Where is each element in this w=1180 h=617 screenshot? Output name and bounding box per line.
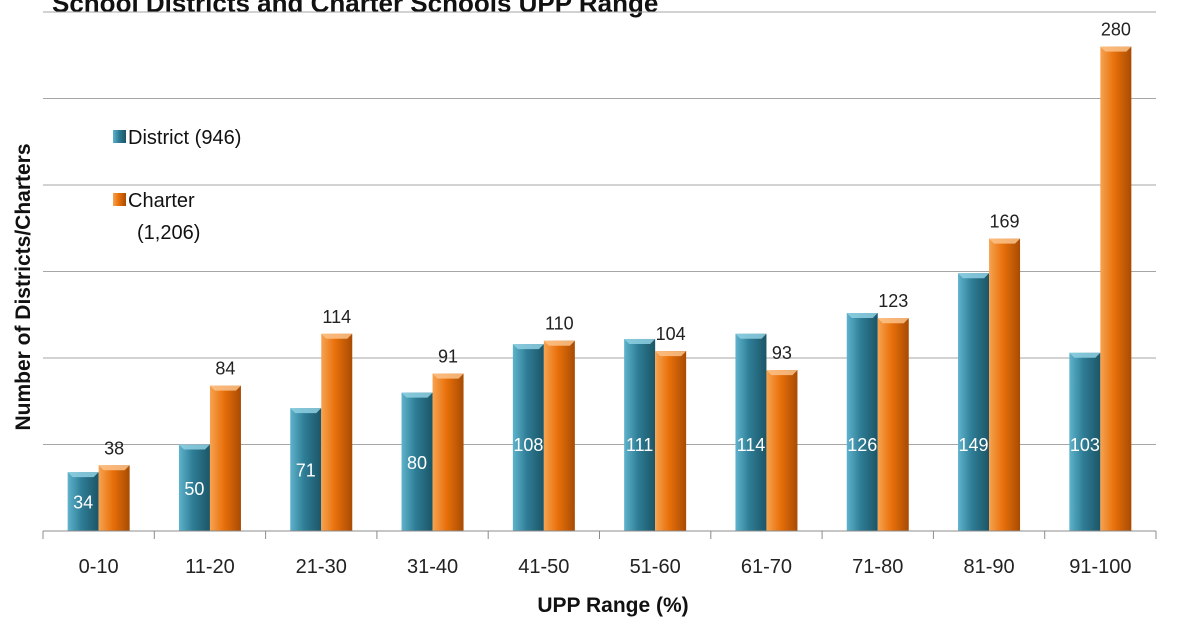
bar-district <box>512 344 544 531</box>
bar-charter <box>98 465 130 531</box>
bar-charter <box>432 373 464 531</box>
x-tick-label: 61-70 <box>741 556 792 578</box>
x-tick-label: 71-80 <box>852 556 903 578</box>
x-axis: 0-10 11-20 21-30 31-40 41-50 51-60 61-70 71-80 8… <box>42 530 1157 578</box>
bar-charter <box>877 318 909 531</box>
y-axis-title: Number of Districts/Charters <box>12 143 35 430</box>
legend-label-charter: Charter (1,206) <box>128 190 200 244</box>
bar-bevel <box>512 344 544 350</box>
x-tick-label: 41-50 <box>518 556 569 578</box>
bar-bevel <box>67 472 99 478</box>
value-label-charter: 93 <box>772 343 792 363</box>
value-label-charter: 84 <box>215 359 235 379</box>
value-label-district: 50 <box>184 479 204 499</box>
legend-swatch-district <box>113 130 126 143</box>
bar-bevel <box>735 333 767 339</box>
bar-district <box>67 472 99 531</box>
bar-charter <box>321 333 353 531</box>
legend-swatch-charter <box>113 193 126 206</box>
value-label-charter: 280 <box>1101 20 1131 40</box>
x-tick-label: 21-30 <box>296 556 347 578</box>
x-tick-label: 31-40 <box>407 556 458 578</box>
bar-district <box>1069 352 1101 531</box>
value-labels: 34 38 50 84 71 114 80 91 108 110 111 104 114 93 126 123… <box>73 20 1131 513</box>
bar-bevel <box>401 392 433 398</box>
bar-bevel <box>209 385 241 391</box>
bar-bevel <box>178 444 210 450</box>
value-label-district: 103 <box>1070 435 1100 455</box>
bar-bevel <box>958 273 990 279</box>
value-label-charter: 104 <box>656 324 686 344</box>
x-axis-title: UPP Range (%) <box>537 594 688 617</box>
bar-bevel <box>766 370 798 376</box>
bar-charter <box>766 370 798 531</box>
bar-charter <box>543 340 575 531</box>
bar-bevel <box>432 373 464 379</box>
bar-district <box>401 392 433 531</box>
chart-title: School Districts and Charter Schools UPP… <box>52 0 659 18</box>
bar-bevel <box>877 318 909 324</box>
bar-district <box>178 444 210 531</box>
bar-bevel <box>989 238 1021 244</box>
value-label-district: 108 <box>513 435 543 455</box>
bar-district <box>290 408 322 531</box>
bar-bevel <box>290 408 322 414</box>
value-label-charter: 91 <box>438 347 458 367</box>
bar-district <box>958 273 990 531</box>
bar-bevel <box>846 313 878 319</box>
bar-bevel <box>98 465 130 471</box>
value-label-district: 71 <box>296 461 316 481</box>
bar-charter <box>209 385 241 531</box>
value-label-district: 111 <box>626 435 653 455</box>
value-label-charter: 123 <box>878 291 908 311</box>
x-tick-label: 0-10 <box>79 556 119 578</box>
value-label-charter: 38 <box>104 438 124 458</box>
bar-charter <box>655 351 687 531</box>
value-label-charter: 114 <box>322 307 351 327</box>
bar-bevel <box>321 333 353 339</box>
x-tick-label: 51-60 <box>630 556 681 578</box>
bar-bevel <box>543 340 575 346</box>
bar-district <box>624 338 656 531</box>
bars <box>67 46 1132 531</box>
bar-charter <box>989 238 1021 531</box>
value-label-district: 80 <box>407 453 427 473</box>
x-tick-label: 11-20 <box>185 556 235 578</box>
value-label-district: 149 <box>959 435 989 455</box>
x-tick-label: 91-100 <box>1069 556 1131 578</box>
bar-bevel <box>1069 352 1101 358</box>
x-tick-label: 81-90 <box>963 556 1014 578</box>
legend-label-district: District (946) <box>128 127 241 149</box>
value-label-district: 114 <box>737 435 766 455</box>
bar-district <box>735 333 767 531</box>
legend: District (946) Charter (1,206) <box>113 127 241 244</box>
bar-bevel <box>655 351 687 357</box>
value-label-charter: 110 <box>545 314 574 334</box>
value-label-district: 126 <box>847 435 877 455</box>
bar-charter <box>1100 46 1132 531</box>
bar-bevel <box>1100 46 1132 52</box>
bar-district <box>846 313 878 531</box>
bar-bevel <box>624 338 656 344</box>
value-label-charter: 169 <box>990 212 1020 232</box>
value-label-district: 34 <box>73 493 93 513</box>
